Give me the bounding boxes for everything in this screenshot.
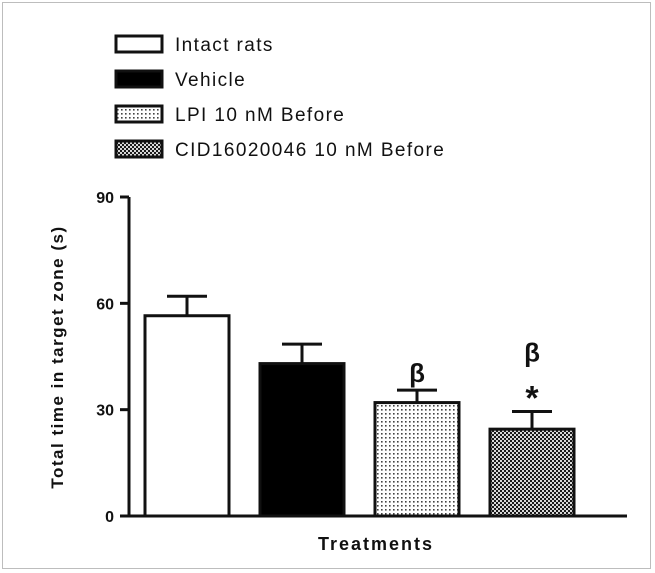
legend-swatch <box>114 104 164 124</box>
legend-swatch <box>114 139 164 159</box>
significance-beta: β <box>409 358 425 388</box>
legend: Intact rats Vehicle LPI 10 nM Before CID160… <box>114 34 445 161</box>
y-tick-label: 0 <box>105 509 114 526</box>
y-tick-label: 90 <box>96 190 114 207</box>
legend-swatch <box>114 34 164 54</box>
legend-label: Intact rats <box>175 35 274 56</box>
legend-label: Vehicle <box>175 70 246 91</box>
significance-star: * <box>525 379 539 417</box>
legend-label: CID16020046 10 nM Before <box>175 140 445 161</box>
y-axis-label: Total time in target zone (s) <box>48 225 67 488</box>
bars: β * β <box>143 294 576 518</box>
bar <box>488 427 576 518</box>
significance-beta: β <box>524 337 540 367</box>
legend-label: LPI 10 nM Before <box>175 105 345 126</box>
y-tick-label: 30 <box>96 403 114 420</box>
bar <box>373 401 461 518</box>
legend-swatch <box>114 69 164 89</box>
bar <box>143 314 231 518</box>
x-axis-label: Treatments <box>318 534 434 554</box>
bar <box>258 362 346 518</box>
y-tick-label: 60 <box>96 296 114 313</box>
